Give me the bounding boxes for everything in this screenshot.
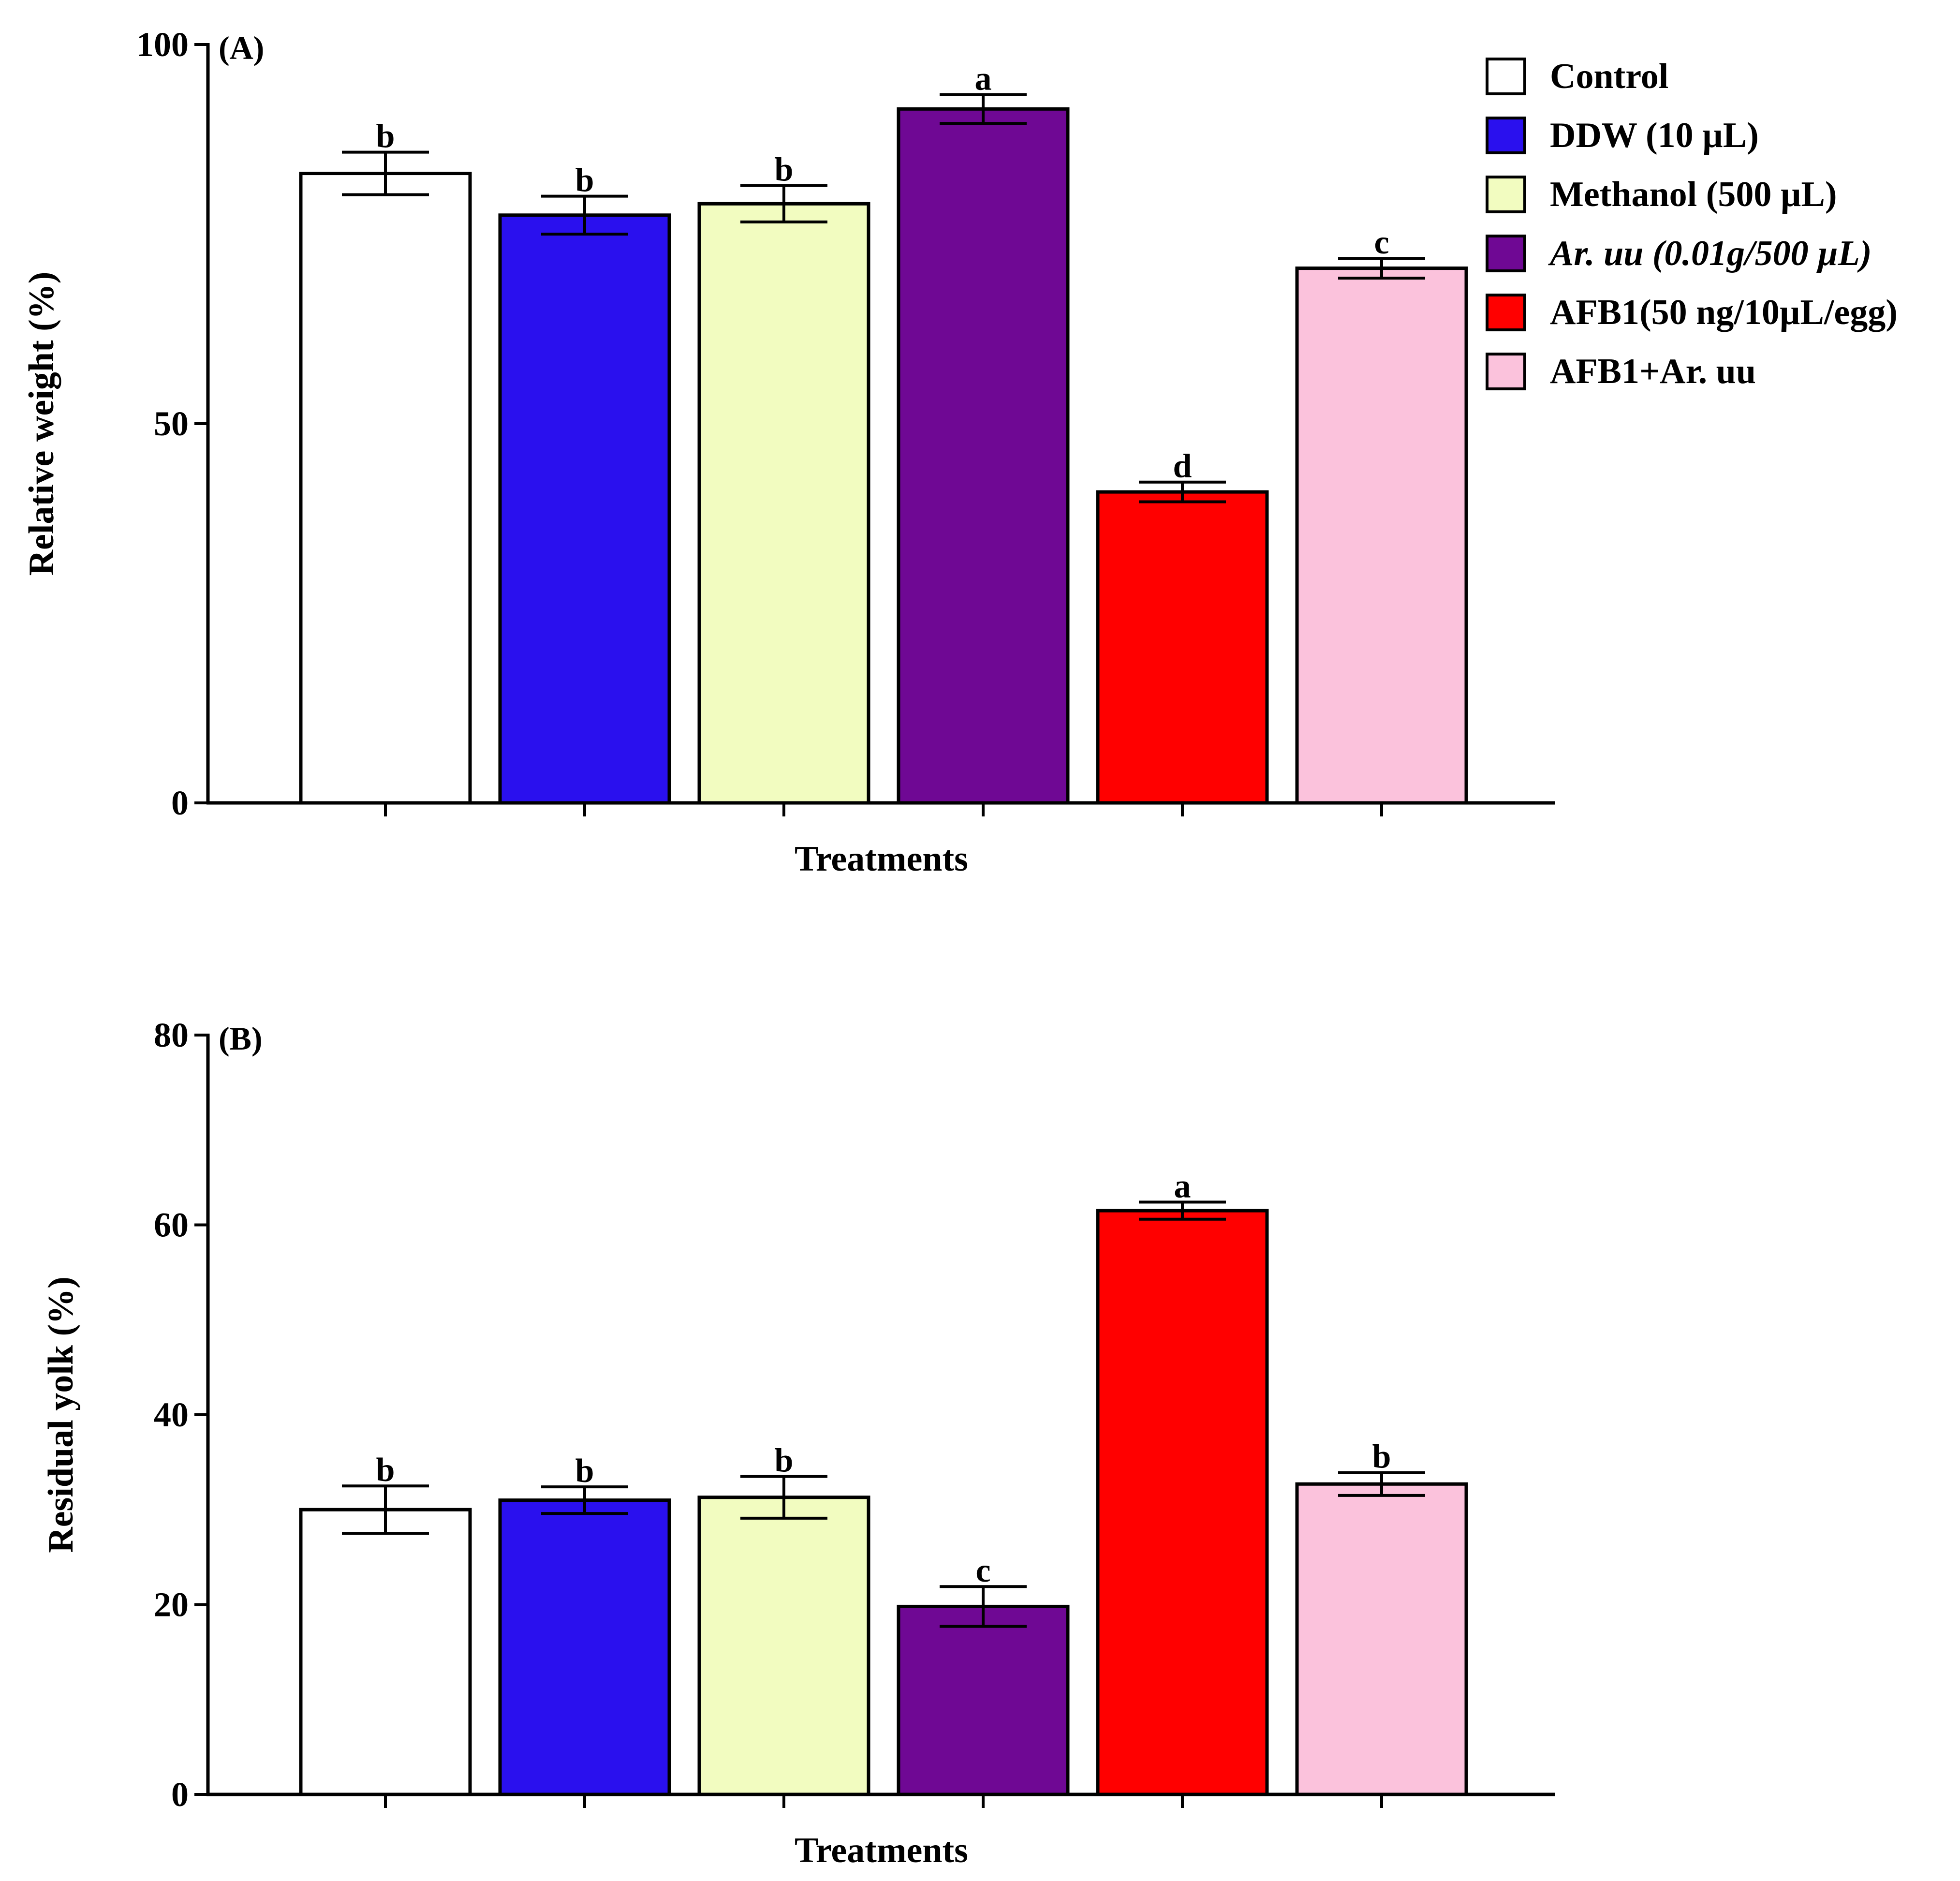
error-bar-b-6 xyxy=(1338,1471,1425,1497)
y-tick-label-a-50: 50 xyxy=(154,404,189,443)
y-tick-label-b-80: 80 xyxy=(154,1016,189,1054)
significance-letter-b-6: b xyxy=(1372,1438,1391,1476)
significance-letter-b-2: b xyxy=(575,1452,594,1490)
legend-item-6: AFB1+Ar. uu xyxy=(1486,352,1756,391)
legend-swatch xyxy=(1486,294,1526,331)
legend-swatch xyxy=(1486,235,1526,272)
bar-b-1 xyxy=(299,1508,472,1796)
legend-swatch xyxy=(1486,117,1526,154)
y-tick-label-a-0: 0 xyxy=(171,784,189,822)
significance-letter-b-3: b xyxy=(775,1442,794,1480)
error-bar-a-6 xyxy=(1338,257,1425,280)
error-bar-a-4 xyxy=(940,93,1027,125)
y-tick-label-b-20: 20 xyxy=(154,1585,189,1624)
bar-a-1 xyxy=(299,172,472,805)
error-bar-b-5 xyxy=(1139,1200,1226,1221)
significance-letter-a-3: b xyxy=(775,151,794,189)
significance-letter-b-4: c xyxy=(975,1552,990,1589)
legend: Control DDW (10 µL) Methanol (500 µL) Ar. u… xyxy=(1486,57,1898,391)
x-axis-title-b: Treatments xyxy=(795,1831,968,1870)
panel-label-b: (B) xyxy=(219,1020,263,1057)
y-axis-title-b: Residual yolk (%) xyxy=(41,1276,81,1553)
y-tick-label-b-0: 0 xyxy=(171,1775,189,1814)
error-bar-b-1 xyxy=(342,1484,429,1535)
bar-a-4 xyxy=(897,107,1070,805)
error-bar-a-1 xyxy=(342,150,429,196)
legend-label: AFB1+Ar. uu xyxy=(1550,352,1756,391)
error-bar-b-3 xyxy=(740,1475,827,1520)
significance-letter-b-5: a xyxy=(1174,1168,1191,1205)
legend-item-1: Control xyxy=(1486,57,1668,96)
legend-item-5: AFB1(50 ng/10µL/egg) xyxy=(1486,293,1898,332)
legend-swatch xyxy=(1486,176,1526,213)
legend-label: AFB1(50 ng/10µL/egg) xyxy=(1550,293,1898,332)
legend-label: Control xyxy=(1550,57,1668,96)
significance-letter-a-2: b xyxy=(575,162,594,199)
significance-letter-a-6: c xyxy=(1374,224,1389,261)
bar-b-3 xyxy=(697,1496,870,1796)
bar-a-5 xyxy=(1096,490,1269,805)
bar-b-2 xyxy=(498,1498,671,1796)
significance-letter-b-1: b xyxy=(376,1451,395,1489)
bar-a-3 xyxy=(697,202,870,805)
legend-item-4: Ar. uu (0.01g/500 µL) xyxy=(1486,234,1872,273)
error-bar-a-3 xyxy=(740,184,827,223)
legend-swatch xyxy=(1486,353,1526,390)
error-bar-a-2 xyxy=(541,194,628,236)
legend-swatch xyxy=(1486,58,1526,95)
legend-label: Methanol (500 µL) xyxy=(1550,175,1837,214)
legend-item-3: Methanol (500 µL) xyxy=(1486,175,1837,214)
x-axis-title-a: Treatments xyxy=(795,839,968,879)
significance-letter-a-5: d xyxy=(1173,448,1192,485)
legend-label: Ar. uu (0.01g/500 µL) xyxy=(1548,234,1872,273)
panel-label-a: (A) xyxy=(219,30,264,66)
bar-a-6 xyxy=(1295,267,1468,805)
panel-a: b b b a d c 0 50 100 (A) Treatments Relative weight… xyxy=(22,25,1555,879)
bar-b-6 xyxy=(1295,1482,1468,1796)
legend-label: DDW (10 µL) xyxy=(1550,116,1759,155)
legend-item-2: DDW (10 µL) xyxy=(1486,116,1759,155)
error-bar-b-4 xyxy=(940,1585,1027,1628)
y-axis-title-a: Relative weight (%) xyxy=(22,272,61,576)
y-tick-label-a-100: 100 xyxy=(136,25,189,64)
bar-b-5 xyxy=(1096,1209,1269,1796)
significance-letter-a-1: b xyxy=(376,118,395,155)
panel-b: b b b c a b 0 20 40 60 80 (B) Treatments Residual yol… xyxy=(41,1016,1555,1870)
error-bar-b-2 xyxy=(541,1485,628,1515)
significance-letter-a-4: a xyxy=(975,60,992,97)
error-bar-a-5 xyxy=(1139,480,1226,504)
y-tick-label-b-60: 60 xyxy=(154,1206,189,1244)
bar-a-2 xyxy=(498,213,671,805)
y-tick-label-b-40: 40 xyxy=(154,1395,189,1434)
bar-b-4 xyxy=(897,1604,1070,1796)
